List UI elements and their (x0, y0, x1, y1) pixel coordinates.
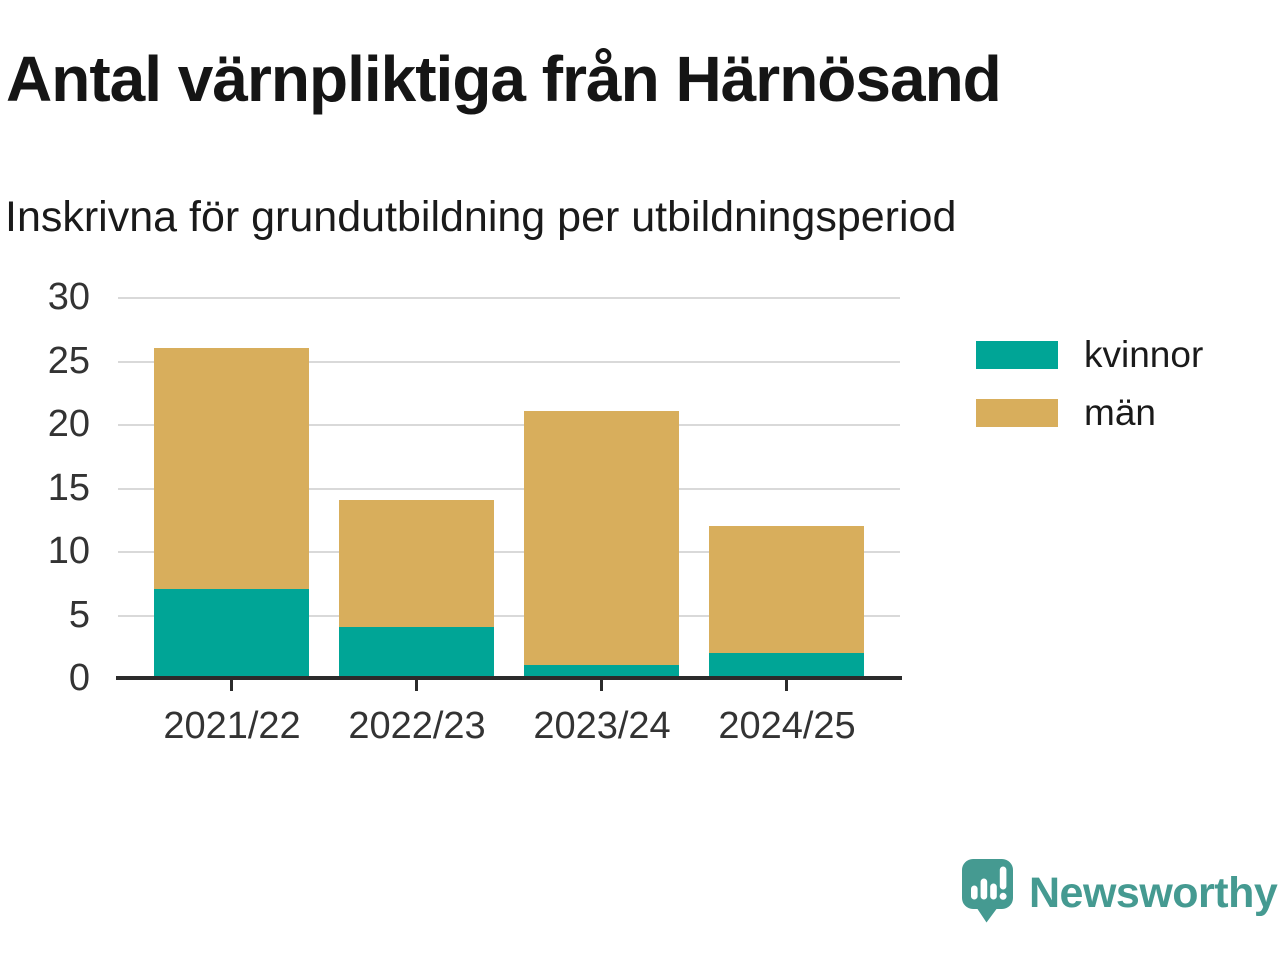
y-tick-label-30: 30 (47, 276, 90, 318)
x-tick-2024/25 (785, 680, 788, 691)
bar-2024/25-kvinnor (709, 653, 864, 678)
gridline-15 (118, 488, 900, 490)
gridline-5 (118, 615, 900, 617)
legend-swatch-man (976, 399, 1058, 427)
legend-swatch-kvinnor (976, 341, 1058, 369)
page-subtitle: Inskrivna för grundutbildning per utbild… (5, 193, 957, 241)
legend-item-kvinnor: kvinnor (976, 334, 1204, 375)
bar-2024/25-män (709, 526, 864, 653)
y-tick-label-25: 25 (47, 340, 90, 382)
bar-2021/22-kvinnor (154, 589, 309, 678)
legend-item-man: män (976, 392, 1203, 433)
y-tick-label-5: 5 (68, 594, 90, 636)
newsworthy-logo-icon (962, 859, 1013, 923)
x-tick-label-2021/22: 2021/22 (163, 705, 301, 747)
bar-2023/24-män (524, 411, 679, 665)
gridline-20 (118, 424, 900, 426)
brand-name: Newsworthy (1029, 868, 1278, 917)
bar-2022/23-män (339, 500, 494, 627)
bar-2021/22-män (154, 348, 309, 589)
x-tick-label-2023/24: 2023/24 (533, 705, 671, 747)
x-tick-2021/22 (230, 680, 233, 691)
legend-label-kvinnor: kvinnor (1084, 334, 1204, 375)
page-title: Antal värnpliktiga från Härnösand (6, 43, 1002, 115)
y-tick-label-15: 15 (47, 467, 90, 509)
newsworthy-branding: Newsworthy (961, 858, 1278, 928)
gridline-25 (118, 361, 900, 363)
gridline-30 (118, 297, 900, 299)
y-tick-label-0: 0 (68, 657, 90, 699)
x-tick-2023/24 (600, 680, 603, 691)
gridline-10 (118, 551, 900, 553)
x-tick-label-2022/23: 2022/23 (348, 705, 486, 747)
bar-2023/24-kvinnor (524, 665, 679, 678)
legend: kvinnor män (976, 334, 1204, 433)
x-axis-line (116, 676, 902, 680)
x-tick-2022/23 (415, 680, 418, 691)
y-tick-label-10: 10 (47, 530, 90, 572)
legend-label-man: män (1084, 392, 1156, 433)
y-tick-label-20: 20 (47, 403, 90, 445)
x-tick-label-2024/25: 2024/25 (718, 705, 856, 747)
bar-2022/23-kvinnor (339, 627, 494, 678)
